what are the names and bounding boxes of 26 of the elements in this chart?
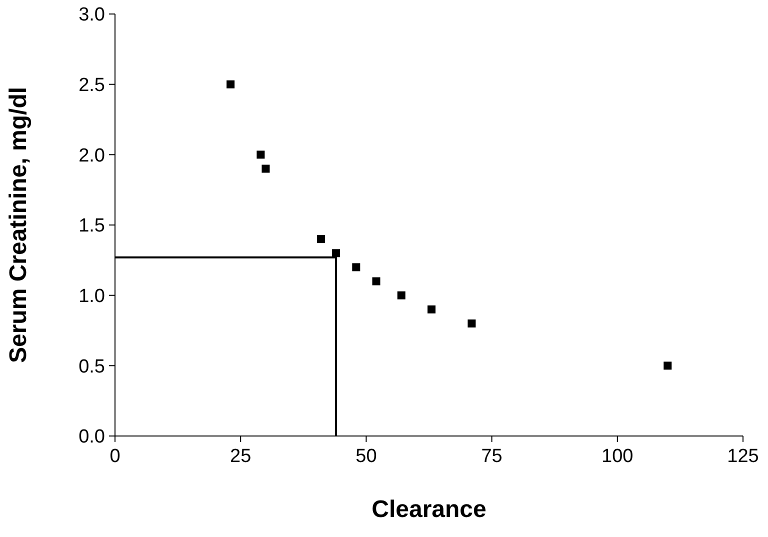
point bbox=[468, 319, 476, 328]
y-tick-label: 0.0 bbox=[78, 426, 105, 448]
x-tick-label: 0 bbox=[110, 446, 120, 467]
x-tick-label: 50 bbox=[356, 446, 377, 467]
x-axis-title: Clearance bbox=[372, 496, 486, 523]
point bbox=[372, 277, 380, 286]
x-tick-label: 75 bbox=[481, 446, 502, 467]
x-tick-label: 25 bbox=[230, 446, 252, 467]
y-tick-label: 3.0 bbox=[78, 4, 105, 26]
point bbox=[256, 150, 265, 159]
point bbox=[262, 164, 270, 173]
y-tick-label: 1.0 bbox=[78, 286, 105, 307]
point bbox=[428, 305, 436, 314]
y-axis-title: Serum Creatinine, mg/dl bbox=[5, 86, 32, 364]
y-tick-label: 1.5 bbox=[78, 216, 105, 237]
y-tick-label: 2.5 bbox=[78, 74, 105, 96]
x-tick-label: 100 bbox=[602, 446, 634, 467]
point bbox=[226, 80, 235, 88]
point bbox=[352, 263, 360, 272]
x-tick-label: 125 bbox=[727, 446, 759, 467]
point bbox=[664, 362, 672, 370]
y-tick-label: 2.0 bbox=[78, 145, 105, 166]
point bbox=[316, 235, 325, 244]
y-tick-label: 0.5 bbox=[78, 356, 105, 378]
point bbox=[332, 249, 340, 258]
point bbox=[397, 291, 406, 300]
